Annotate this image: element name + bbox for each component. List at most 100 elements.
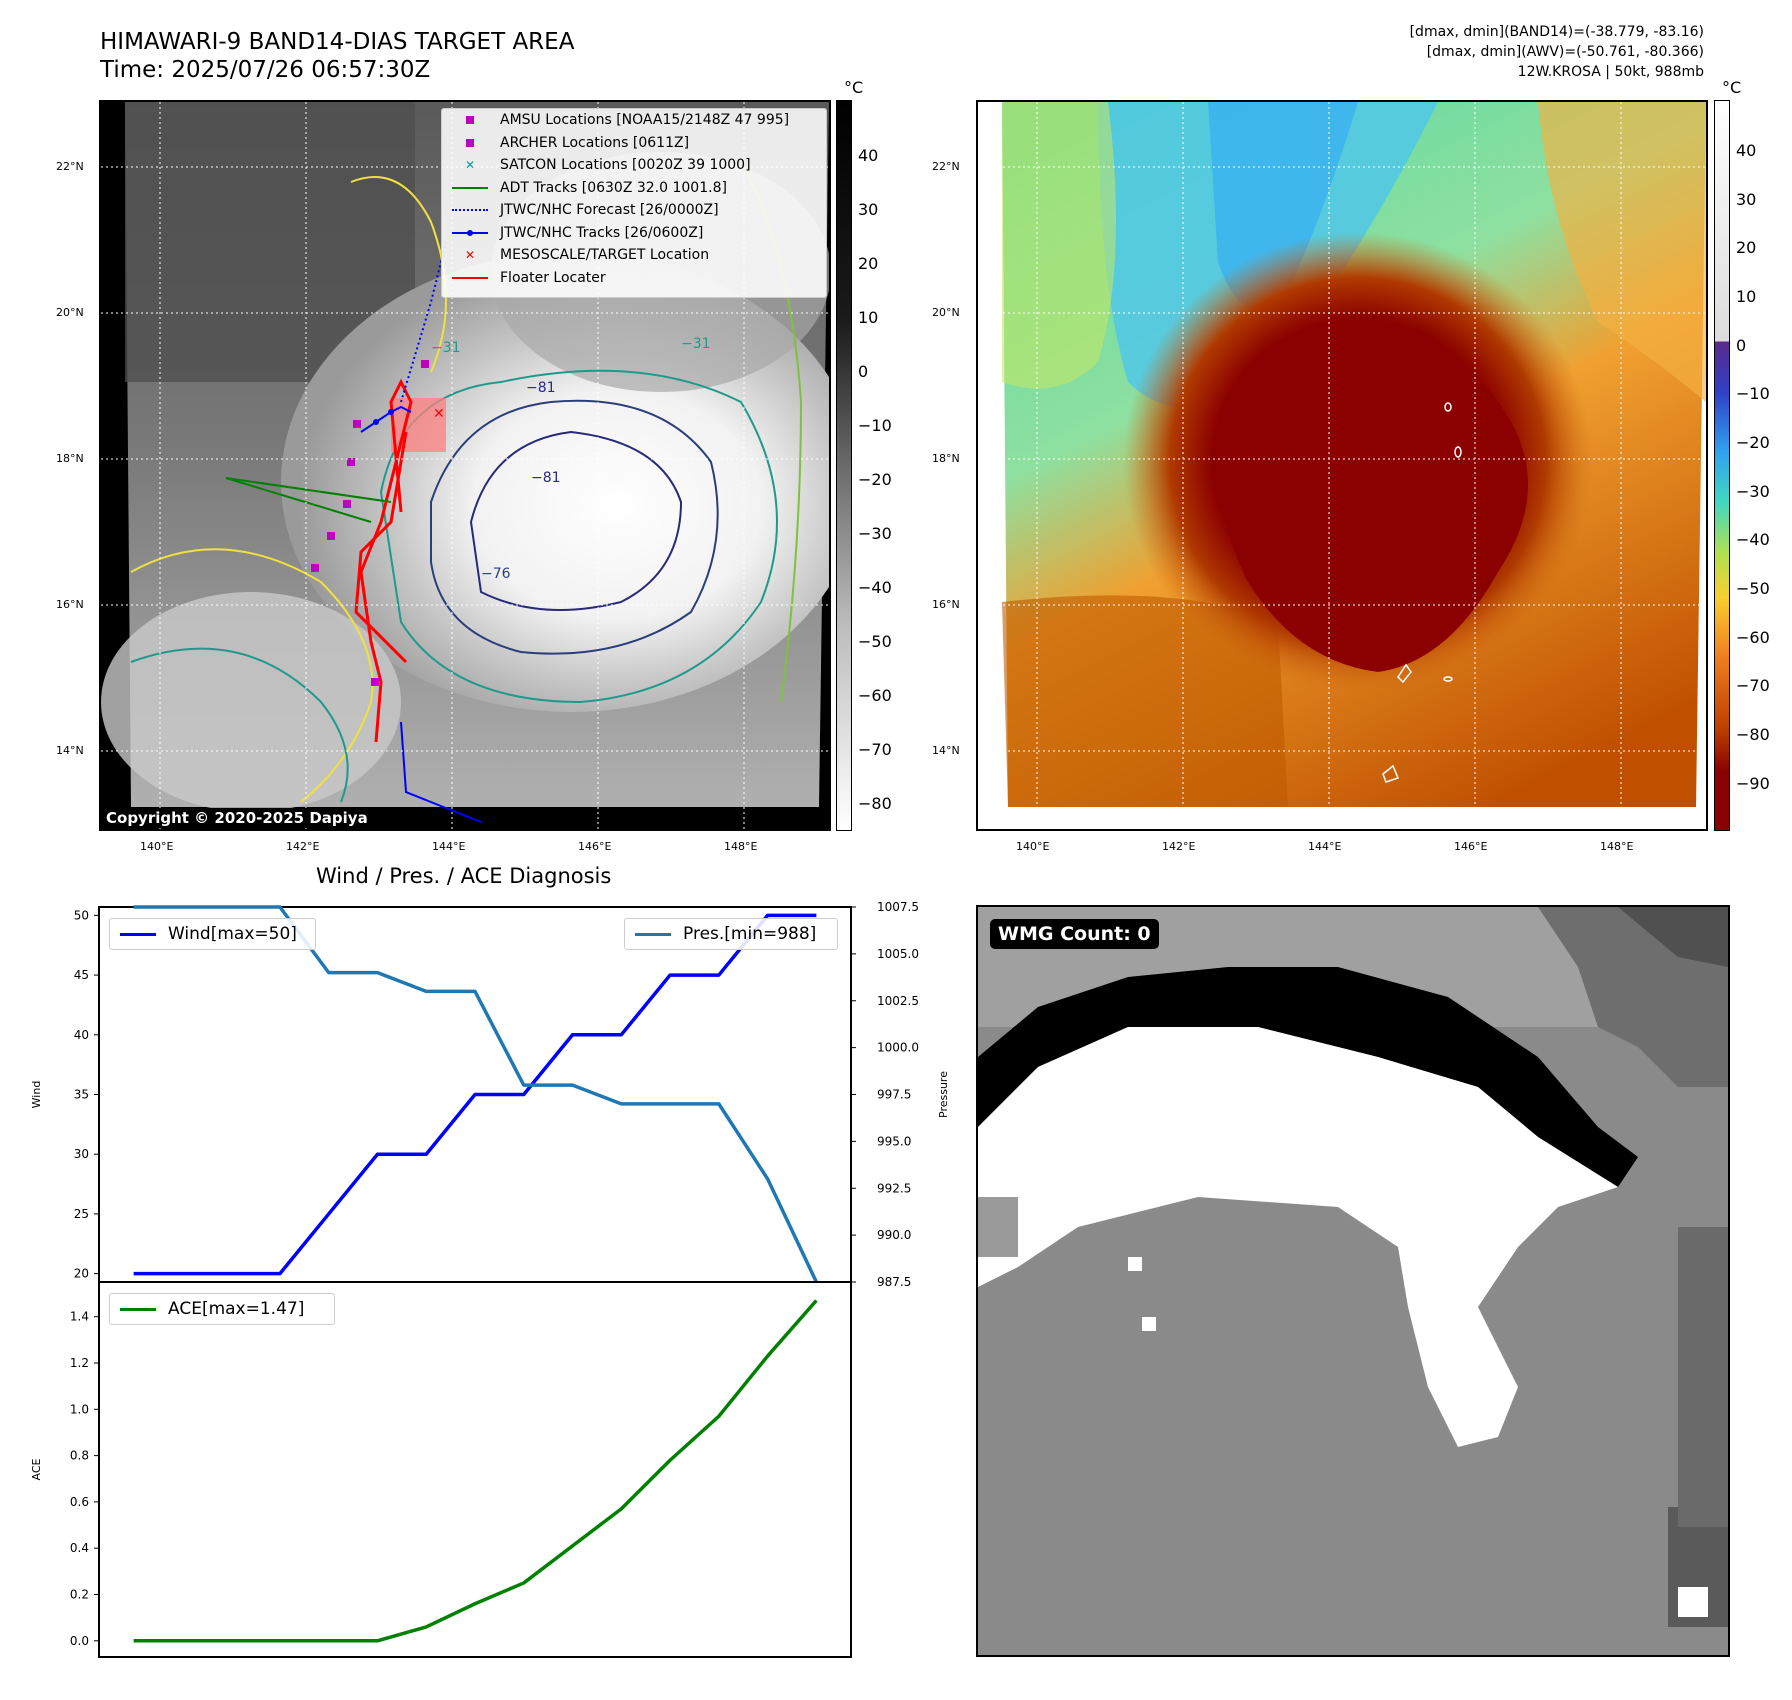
legend-item-forecast: JTWC/NHC Forecast [26/0000Z]: [442, 199, 826, 222]
ir-colorbar-tick: −10: [858, 416, 892, 435]
awv-colorbar: [1714, 100, 1730, 831]
awv-lat-label: 18°N: [932, 452, 960, 465]
y-axis-label: ACE: [30, 1458, 43, 1480]
series-line: [133, 913, 817, 1276]
ir-colorbar-tick: 30: [858, 200, 879, 219]
y-tick-label: 25: [74, 1207, 89, 1221]
ir-colorbar-tick: 0: [858, 362, 869, 381]
legend-item-tracks: JTWC/NHC Tracks [26/0600Z]: [442, 222, 826, 245]
contour-label: −76: [481, 566, 511, 582]
ir-map: ✕ −31 −31 −81 −81 −76 AMSU Locations [NO…: [99, 100, 831, 831]
legend-item-floater: Floater Locater: [442, 267, 826, 290]
ir-colorbar: [836, 100, 852, 831]
awv-lon-label: 148°E: [1600, 840, 1634, 853]
awv-colorbar-tick: −90: [1736, 774, 1770, 793]
series-line: [133, 1299, 818, 1643]
awv-lat-label: 16°N: [932, 598, 960, 611]
awv-colorbar-tick: −50: [1736, 579, 1770, 598]
ir-lat-label: 20°N: [56, 306, 84, 319]
ir-title-line2: Time: 2025/07/26 06:57:30Z: [100, 57, 431, 83]
y2-tick-label: 987.5: [877, 1275, 911, 1289]
awv-colorbar-tick: 30: [1736, 190, 1757, 209]
awv-lon-label: 142°E: [1162, 840, 1196, 853]
awv-lon-label: 140°E: [1016, 840, 1050, 853]
wmg-map: WMG Count: 0: [976, 905, 1730, 1657]
y-tick-label: 1.0: [70, 1402, 89, 1416]
awv-colorbar-tick: 0: [1736, 336, 1747, 355]
ir-lat-label: 22°N: [56, 160, 84, 173]
dotted-line-icon: [452, 209, 488, 212]
plot-frame: [98, 1281, 852, 1658]
ir-colorbar-tick: −50: [858, 632, 892, 651]
awv-lat-label: 14°N: [932, 744, 960, 757]
ir-title-line1: HIMAWARI-9 BAND14-DIAS TARGET AREA: [100, 29, 575, 55]
y-tick-label: 1.2: [70, 1356, 89, 1370]
legend-item-amsu: AMSU Locations [NOAA15/2148Z 47 995]: [442, 109, 826, 132]
awv-colorbar-unit: °C: [1722, 78, 1742, 97]
svg-text:✕: ✕: [433, 406, 445, 422]
contour-label: −31: [431, 340, 461, 356]
awv-colorbar-tick: 10: [1736, 287, 1757, 306]
solid-line-icon: [120, 1307, 156, 1311]
y2-tick-label: 1002.5: [877, 994, 919, 1008]
awv-imagery: [978, 102, 1706, 829]
x-marker-icon: ✕: [464, 158, 476, 173]
ir-lat-label: 18°N: [56, 452, 84, 465]
awv-lat-label: 22°N: [932, 160, 960, 173]
y2-tick-label: 997.5: [877, 1088, 911, 1102]
solid-line-icon: [120, 932, 156, 936]
y2-tick-label: 1007.5: [877, 900, 919, 914]
ir-lon-label: 140°E: [140, 840, 174, 853]
ir-colorbar-tick: 20: [858, 254, 879, 273]
y-tick-label: 40: [74, 1028, 89, 1042]
y-tick-label: 45: [74, 968, 89, 982]
ir-lon-label: 142°E: [286, 840, 320, 853]
y-tick-label: 50: [74, 908, 89, 922]
awv-lon-label: 146°E: [1454, 840, 1488, 853]
y2-tick-label: 1000.0: [877, 1041, 919, 1055]
square-marker-icon: [466, 116, 474, 125]
ir-lat-label: 14°N: [56, 744, 84, 757]
awv-header-line2: [dmax, dmin](AWV)=(-50.761, -80.366): [1426, 44, 1704, 60]
y-tick-label: 0.8: [70, 1449, 89, 1463]
y-tick-label: 30: [74, 1147, 89, 1161]
y-tick-label: 0.2: [70, 1588, 89, 1602]
ir-colorbar-tick: −70: [858, 740, 892, 759]
ir-colorbar-tick: −80: [858, 794, 892, 813]
y-tick-label: 1.4: [70, 1310, 89, 1324]
ir-lon-label: 146°E: [578, 840, 612, 853]
ir-lon-label: 144°E: [432, 840, 466, 853]
y2-tick-label: 990.0: [877, 1228, 911, 1242]
ir-colorbar-tick: −30: [858, 524, 892, 543]
wmg-count-label: WMG Count: 0: [990, 919, 1159, 949]
ace-chart: 0.0 0.2 0.4 0.6 0.8 1.0 1.2 1.4 ACE: [30, 1281, 852, 1658]
ace-legend: ACE[max=1.47]: [109, 1293, 335, 1325]
wind-pressure-chart: 20 25 30 35 40 45 50 Wind 987.5 990.0 992.5 995.0 99…: [30, 900, 950, 1289]
y2-tick-label: 1005.0: [877, 947, 919, 961]
ir-colorbar-tick: 10: [858, 308, 879, 327]
y2-tick-label: 992.5: [877, 1181, 911, 1195]
ir-legend: AMSU Locations [NOAA15/2148Z 47 995] ARC…: [441, 108, 827, 298]
awv-header-line3: 12W.KROSA | 50kt, 988mb: [1517, 64, 1704, 80]
y-tick-label: 35: [74, 1088, 89, 1102]
ir-colorbar-tick: 40: [858, 146, 879, 165]
ir-colorbar-unit: °C: [844, 78, 864, 97]
wmg-imagery: [978, 907, 1728, 1627]
awv-colorbar-tick: −40: [1736, 530, 1770, 549]
legend-item-ace: ACE[max=1.47]: [110, 1294, 334, 1324]
awv-colorbar-tick: 40: [1736, 141, 1757, 160]
ir-colorbar-tick: −40: [858, 578, 892, 597]
awv-colorbar-tick: −20: [1736, 433, 1770, 452]
square-marker-icon: [466, 138, 474, 147]
solid-line-icon: [635, 932, 671, 936]
ir-colorbar-tick: −60: [858, 686, 892, 705]
copyright-label: Copyright © 2020-2025 Dapiya: [101, 808, 373, 828]
awv-colorbar-tick: −10: [1736, 384, 1770, 403]
legend-item-pressure: Pres.[min=988]: [625, 919, 837, 949]
y-tick-label: 0.0: [70, 1634, 89, 1648]
series-line: [133, 905, 818, 1283]
awv-map: [976, 100, 1708, 831]
contour-label: −81: [531, 470, 561, 486]
x-marker-icon: ✕: [464, 248, 476, 263]
awv-colorbar-tick: 20: [1736, 238, 1757, 257]
